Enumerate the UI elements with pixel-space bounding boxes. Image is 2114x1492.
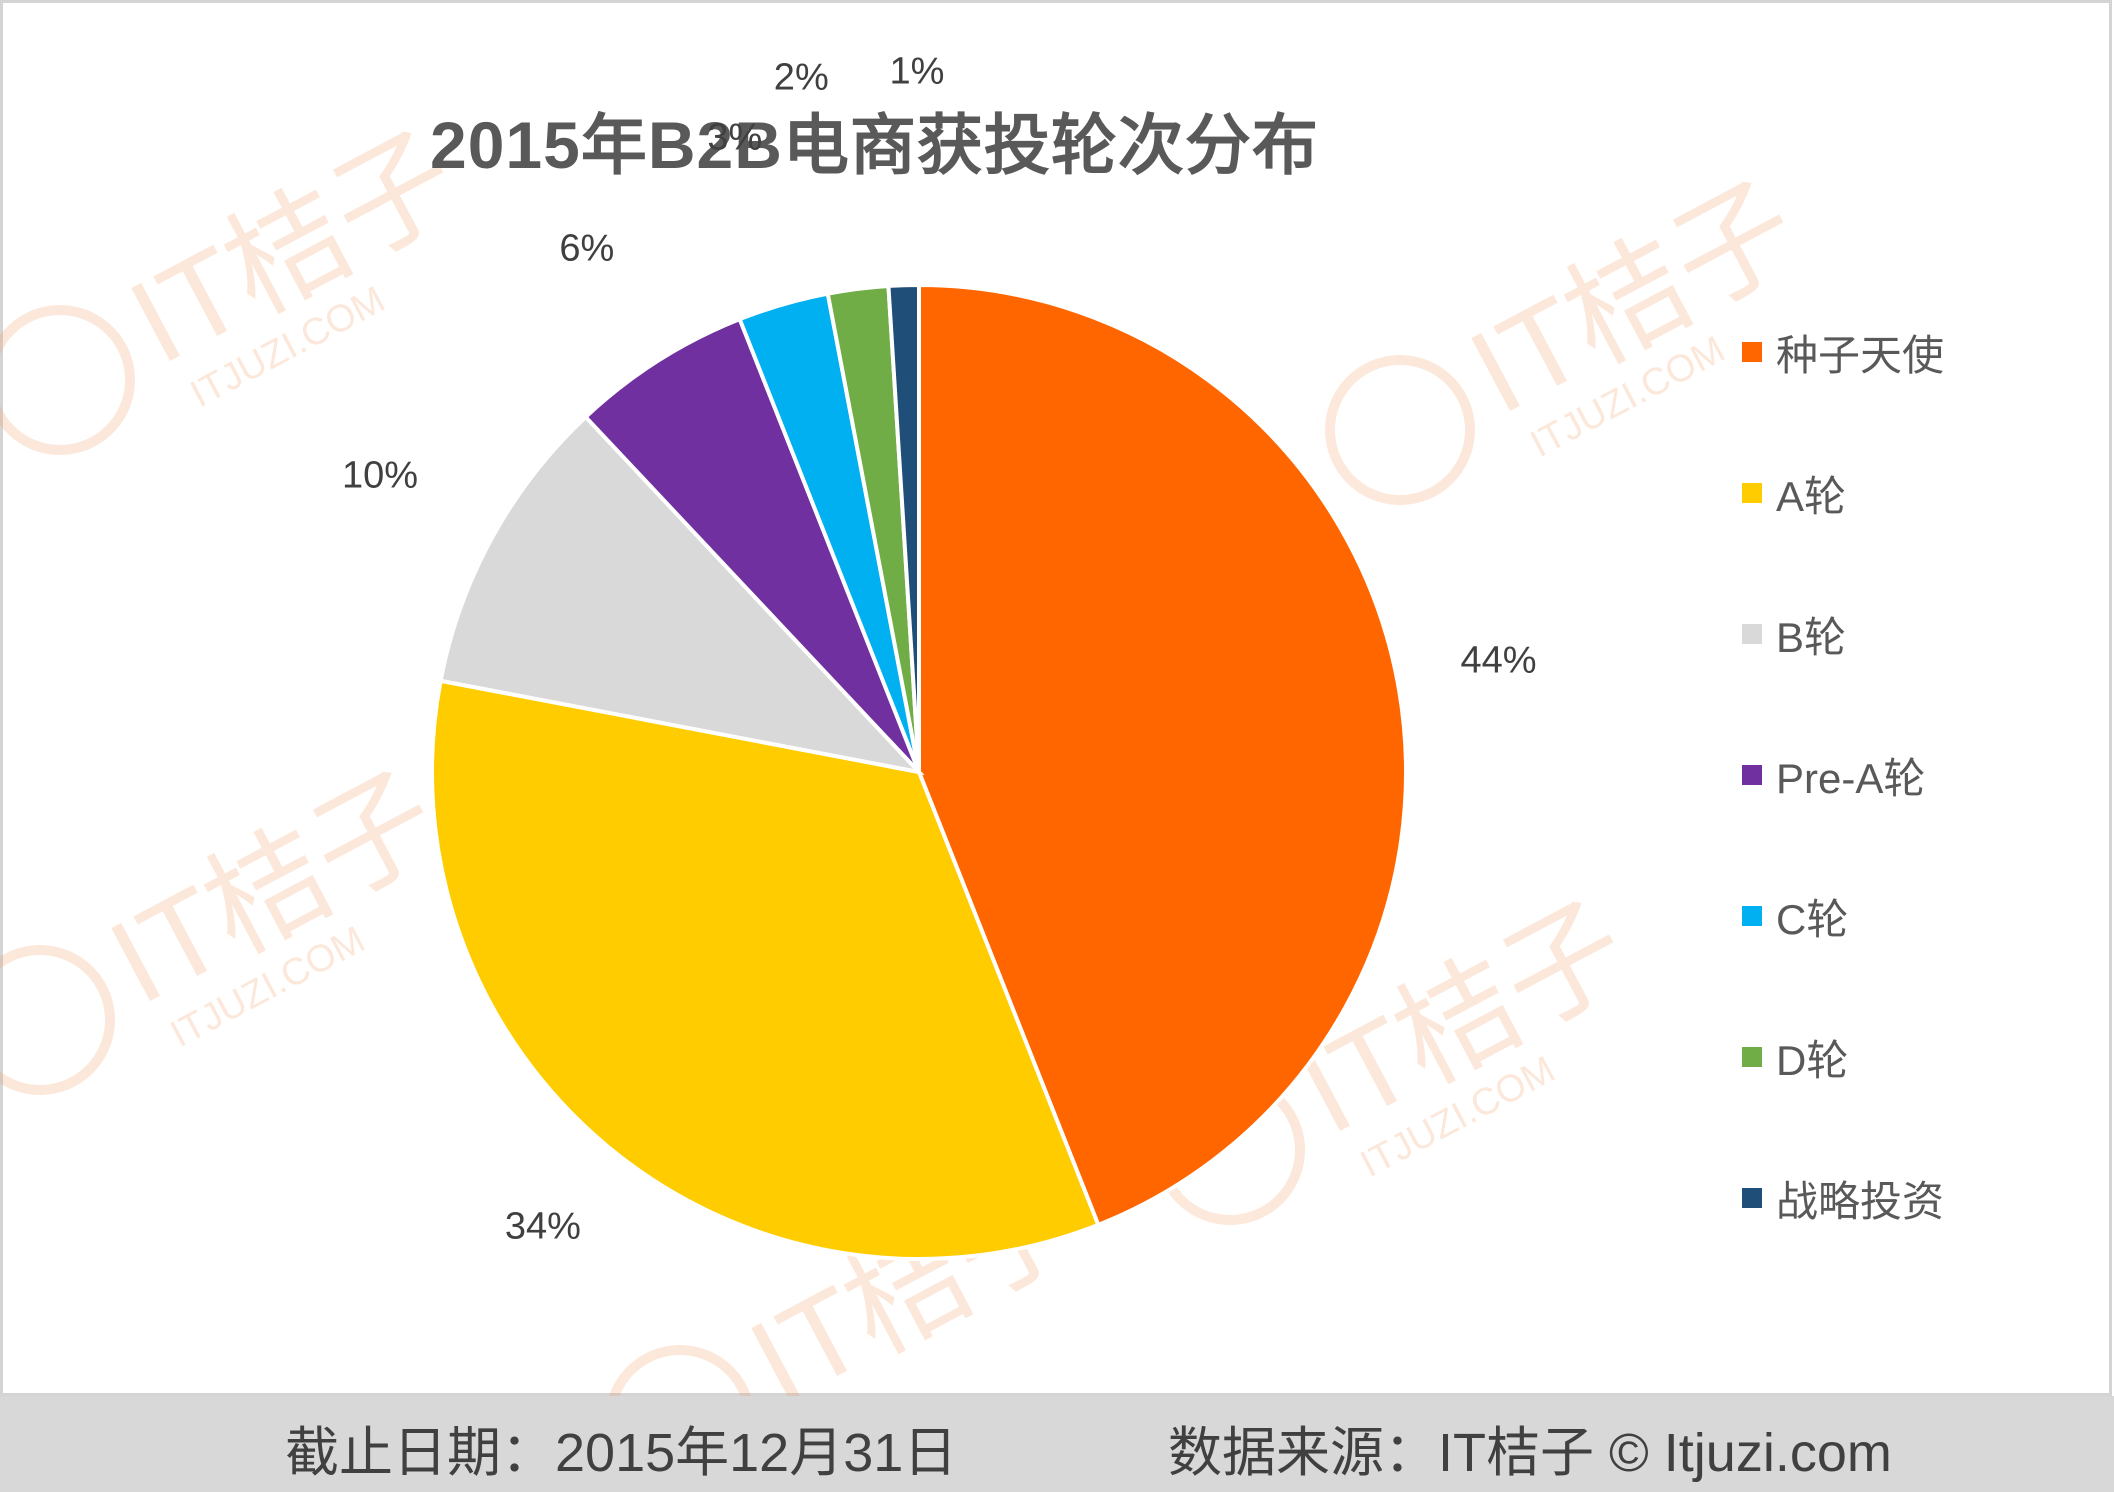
- pie-chart: [430, 282, 1408, 1261]
- pie-slice-pre-a-round: [582, 316, 921, 774]
- slice-label-b-round: 10%: [342, 454, 419, 497]
- legend-label: 种子天使: [1776, 331, 1945, 379]
- legend-item: B轮: [1742, 604, 1846, 664]
- legend-swatch: [1742, 342, 1762, 362]
- chart-title: 2015年B2B电商获投轮次分布: [430, 108, 1319, 182]
- legend-swatch: [1742, 483, 1762, 503]
- slice-label-seed-angel: 44%: [1460, 639, 1537, 682]
- legend-item: 战略投资: [1742, 1168, 1944, 1228]
- pie-slice-b-round: [438, 414, 925, 776]
- legend-label: Pre-A轮: [1776, 754, 1926, 802]
- slice-label-pre-a-round: 6%: [559, 227, 615, 270]
- pie-slice-strategic: [886, 282, 921, 773]
- slice-label-c-round: 3%: [707, 116, 763, 159]
- slice-label-a-round: 34%: [504, 1205, 581, 1248]
- pie-slices: [430, 282, 1408, 1261]
- legend-swatch: [1742, 1188, 1762, 1208]
- legend-label: C轮: [1776, 895, 1849, 943]
- legend-swatch: [1742, 906, 1762, 926]
- footer-date: 截止日期：2015年12月31日: [285, 1423, 958, 1483]
- legend-item: C轮: [1742, 886, 1848, 946]
- pie-slice-a-round: [430, 678, 1101, 1261]
- pie-slice-seed-angel: [917, 282, 1408, 1228]
- footer-source: 数据来源：IT桔子 © Itjuzi.com: [1168, 1423, 1892, 1483]
- legend-item: 种子天使: [1742, 322, 1944, 382]
- legend-label: A轮: [1776, 472, 1847, 520]
- legend-label: 战略投资: [1776, 1177, 1945, 1225]
- slice-label-strategic: 1%: [889, 50, 945, 93]
- legend-label: D轮: [1776, 1036, 1849, 1084]
- legend-item: A轮: [1742, 463, 1846, 523]
- legend-item: D轮: [1742, 1027, 1848, 1087]
- legend-swatch: [1742, 624, 1762, 644]
- legend-swatch: [1742, 1047, 1762, 1067]
- legend-swatch: [1742, 765, 1762, 785]
- slice-label-d-round: 2%: [773, 56, 829, 99]
- legend-label: B轮: [1776, 613, 1847, 661]
- footer-bar: 截止日期：2015年12月31日 数据来源：IT桔子 © Itjuzi.com: [0, 1396, 2114, 1492]
- legend-item: Pre-A轮: [1742, 745, 1925, 805]
